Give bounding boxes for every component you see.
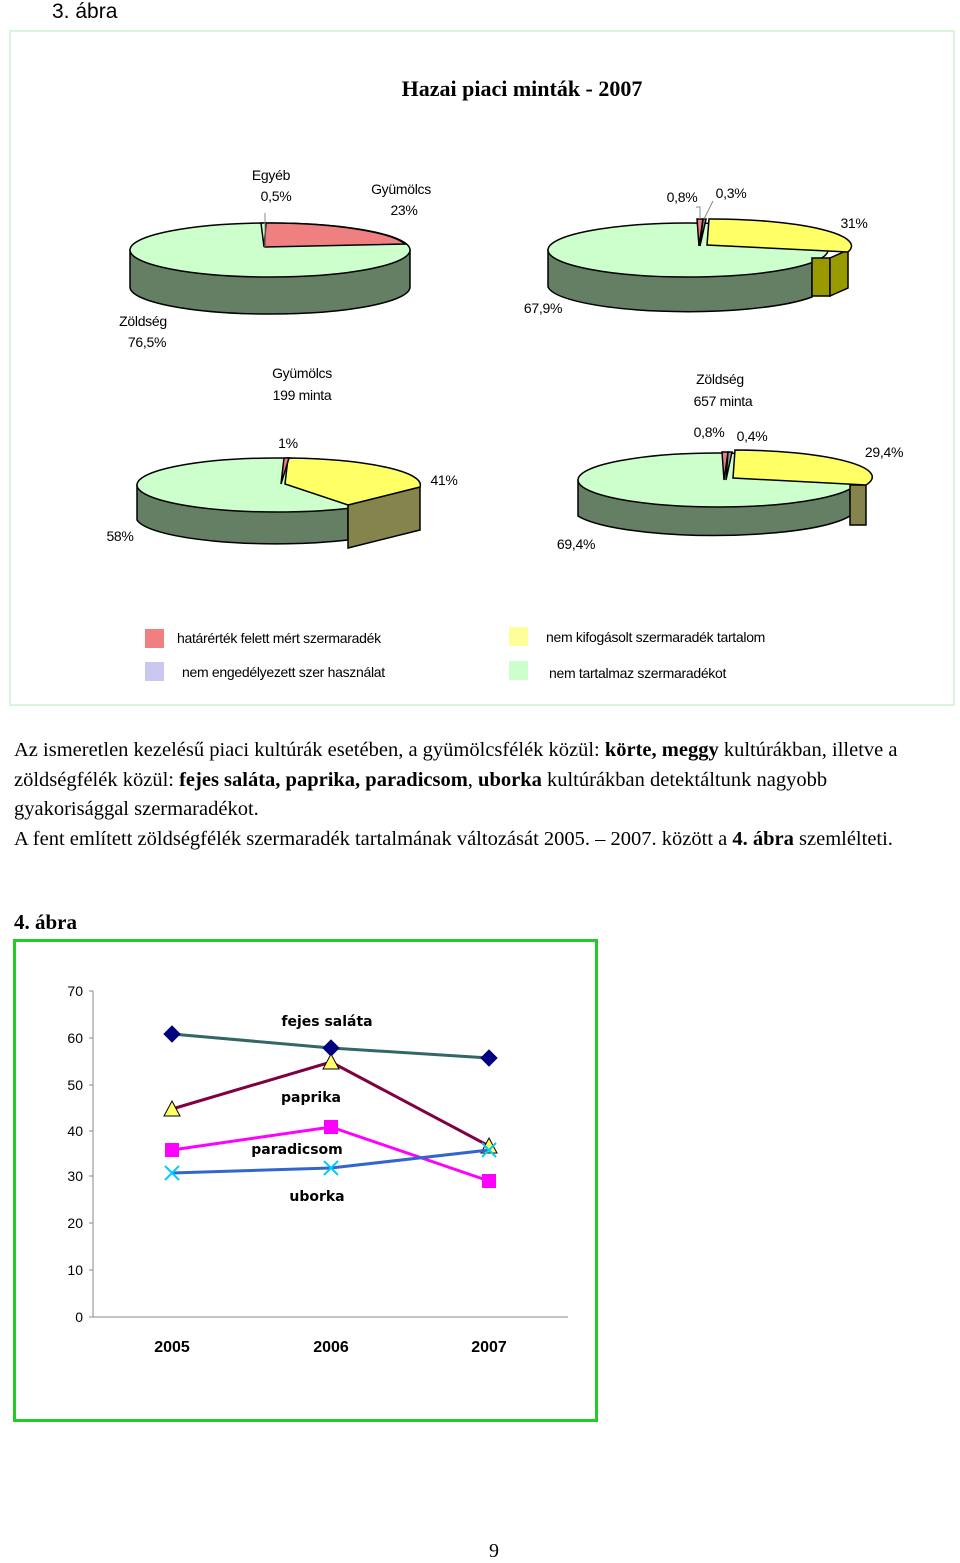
pie1-label-zoldseg-value: 76,5% (128, 334, 166, 350)
series-label: paradicsom (251, 1142, 342, 1158)
para-bold: 4. ábra (732, 827, 794, 850)
series-label: uborka (289, 1189, 344, 1205)
line-chart-series (163, 1025, 498, 1188)
pie2-label-no-residue: 67,9% (524, 300, 562, 316)
data-point-square (482, 1174, 496, 1188)
pie-all-samples: Egyéb 0,5% Gyümölcs 23% Zöldség 76,5% (119, 167, 431, 350)
pie2-label-limit: 0,8% (667, 189, 698, 205)
para-text: , (467, 768, 479, 791)
x-tick-label: 2006 (313, 1339, 349, 1356)
pie3-label-no-residue: 58% (106, 528, 133, 544)
pie1-label-zoldseg-name: Zöldség (119, 313, 167, 329)
pie-slice-not-objectionable (284, 457, 422, 506)
line-chart-ticks: 0 10 20 30 40 50 60 70 2005 2006 2007 (67, 983, 506, 1356)
pie2-label-not-objectionable: 31% (840, 215, 867, 231)
y-tick-label: 70 (67, 983, 83, 999)
figure-3-label: 3. ábra (52, 0, 118, 23)
leader-line (696, 206, 701, 219)
pie4-label-limit: 0,8% (694, 424, 725, 440)
pie4-title-line2: 657 minta (694, 393, 753, 409)
legend-label-no-residue: nem tartalmaz szermaradékot (549, 665, 726, 681)
y-tick-label: 30 (67, 1168, 83, 1184)
page-number: 9 (489, 1540, 499, 1562)
y-tick-label: 40 (67, 1123, 83, 1139)
pie-slice-limit-exceeded (721, 451, 729, 481)
para-text: Az ismeretlen kezelésű piaci kultúrák es… (14, 739, 605, 761)
data-point-x (164, 1165, 180, 1181)
pie4-title-line1: Zöldség (696, 371, 744, 387)
pie-side-yellow-front (829, 248, 849, 298)
figure-4-chart: 0 10 20 30 40 50 60 70 2005 2006 2007 fejes saláta… (67, 983, 568, 1356)
figure-3-legend: határérték felett mért szermaradék nem e… (145, 627, 765, 681)
pie-slice-not-objectionable (706, 218, 853, 253)
series-label: paprika (281, 1090, 341, 1106)
pie3-title-line1: Gyümölcs (272, 365, 332, 381)
legend-swatch-unauthorized (145, 662, 164, 681)
para-text: szemlélteti. (793, 827, 893, 850)
x-tick-label: 2005 (154, 1339, 190, 1356)
legend-label-not-objectionable: nem kifogásolt szermaradék tartalom (546, 629, 765, 645)
pie1-label-egyeb-name: Egyéb (252, 167, 291, 183)
series-label: fejes saláta (281, 1014, 372, 1030)
figure-4-label: 4. ábra (14, 910, 77, 934)
legend-swatch-not-objectionable (509, 627, 528, 646)
legend-label-limit-exceeded: határérték felett mért szermaradék (177, 630, 382, 646)
legend-swatch-no-residue (509, 661, 528, 680)
pie-residue-all: 0,8% 0,3% 31% 67,9% (524, 185, 868, 316)
data-point-triangle (163, 1099, 181, 1117)
para-text: A fent említett zöldségfélék szermaradék… (14, 827, 733, 850)
body-paragraph: Az ismeretlen kezelésű piaci kultúrák es… (14, 736, 944, 854)
y-tick-label: 50 (67, 1077, 83, 1093)
data-point-x (481, 1142, 497, 1158)
data-point-triangle (322, 1052, 340, 1070)
data-point-diamond (163, 1025, 181, 1043)
x-tick-label: 2007 (471, 1339, 507, 1356)
pie1-label-gyumolcs-name: Gyümölcs (371, 181, 431, 197)
para-text: kultúrákban detektáltunk nagyobb gyakori… (14, 768, 828, 821)
line-chart-series-labels: fejes saláta paprika paradicsom uborka (251, 1014, 372, 1205)
leader-line (703, 200, 714, 220)
y-tick-label: 10 (67, 1262, 83, 1278)
figure-4-frame (13, 939, 598, 1422)
y-tick-label: 20 (67, 1215, 83, 1231)
pie4-label-unauthorized: 0,4% (737, 428, 768, 444)
data-point-square (165, 1143, 179, 1157)
pie-vegetable: Zöldség 657 minta 0,8% 0,4% 29,4% 69,4% (557, 371, 904, 552)
data-point-diamond (480, 1049, 498, 1067)
figure-3-title: Hazai piaci minták - 2007 (402, 76, 643, 101)
pie3-title-line2: 199 minta (273, 387, 332, 403)
pie-slice-gyumolcs (264, 222, 408, 248)
pie4-label-not-objectionable: 29,4% (865, 444, 903, 460)
para-text: kultúrákban, illetve a zöldségfélék közü… (14, 739, 898, 791)
pie-fruit: Gyümölcs 199 minta 1% 41% 58% (106, 365, 458, 549)
pie1-label-egyeb-value: 0,5% (261, 188, 292, 204)
pie3-label-limit: 1% (278, 435, 298, 451)
para-bold: uborka (478, 768, 542, 791)
y-tick-label: 60 (67, 1030, 83, 1046)
pie2-label-unauthorized: 0,3% (716, 185, 747, 201)
data-point-x (323, 1160, 339, 1176)
pie3-label-not-objectionable: 41% (430, 472, 457, 488)
pie-slice-not-objectionable (732, 449, 873, 486)
figure-3-chart: Hazai piaci minták - 2007 Egyéb 0,5% Gyü… (106, 76, 904, 681)
legend-label-unauthorized: nem engedélyezett szer használat (182, 664, 385, 680)
y-tick-label: 0 (75, 1309, 83, 1325)
para-bold: fejes saláta, paprika, paradicsom (179, 768, 468, 791)
para-bold: körte, meggy (604, 739, 719, 761)
pie4-label-no-residue: 69,4% (557, 536, 595, 552)
figure-3-frame (9, 30, 955, 706)
pie1-label-gyumolcs-value: 23% (390, 202, 417, 218)
pie-slice-limit-exceeded (280, 457, 291, 485)
data-point-square (324, 1120, 338, 1134)
legend-swatch-limit-exceeded (145, 629, 164, 648)
line-chart-axes (92, 991, 568, 1318)
pie-slice-unauthorized (725, 451, 733, 481)
